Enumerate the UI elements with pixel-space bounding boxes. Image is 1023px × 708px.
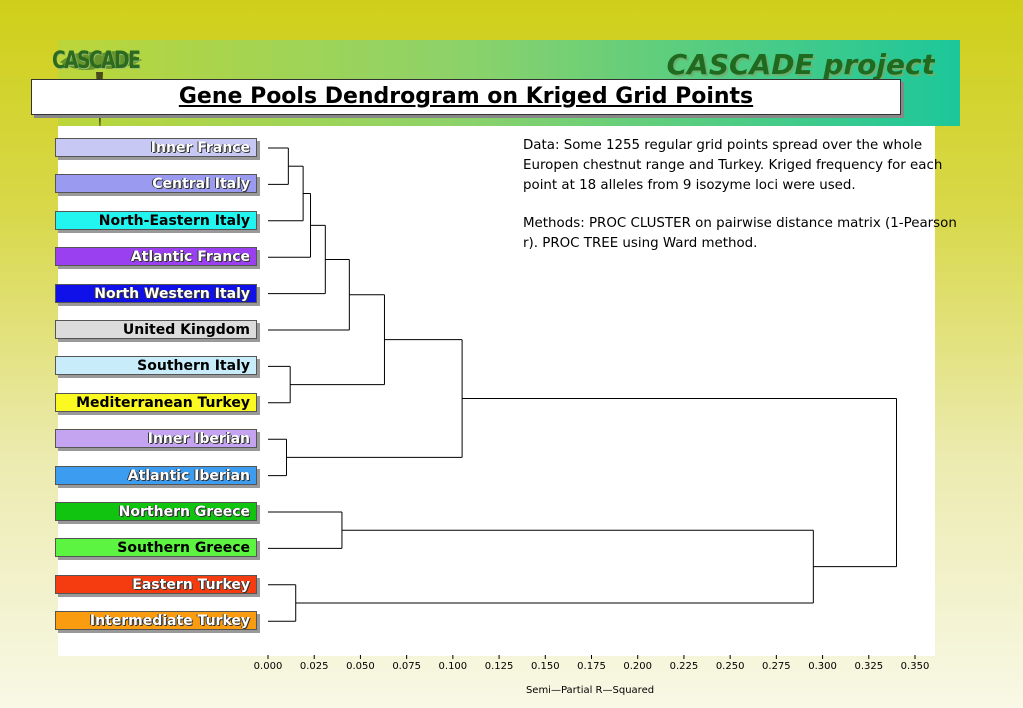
leaf-north-eastern-italy: North-Eastern Italy xyxy=(55,210,257,230)
leaf-united-kingdom: United Kingdom xyxy=(55,320,257,339)
leaf-eastern-turkey: Eastern Turkey xyxy=(55,574,257,594)
x-tick-label: 0.325 xyxy=(854,661,883,672)
leaf-central-italy: Central Italy xyxy=(55,174,257,194)
x-axis-title: Semi—Partial R—Squared xyxy=(525,685,655,696)
leaf-intermediate-turkey: Intermediate Turkey xyxy=(55,611,257,631)
info-text: Data: Some 1255 regular grid points spre… xyxy=(523,136,968,272)
x-tick-label: 0.100 xyxy=(439,661,468,672)
leaf-inner-france: Inner France xyxy=(55,138,257,157)
x-tick-label: 0.300 xyxy=(808,661,837,672)
x-tick-label: 0.150 xyxy=(531,661,560,672)
x-tick-label: 0.275 xyxy=(762,661,791,672)
leaf-north-western-italy: North Western Italy xyxy=(55,283,257,303)
x-tick-label: 0.075 xyxy=(392,661,421,672)
slide-title-text: Gene Pools Dendrogram on Kriged Grid Poi… xyxy=(178,84,754,109)
x-tick-label: 0.125 xyxy=(485,661,514,672)
leaf-mediterranean-turkey: Mediterranean Turkey xyxy=(55,392,257,412)
leaf-southern-greece: Southern Greece xyxy=(55,538,257,558)
leaf-inner-iberian: Inner Iberian xyxy=(55,429,257,449)
slide-title: Gene Pools Dendrogram on Kriged Grid Poi… xyxy=(31,79,901,115)
x-tick-label: 0.225 xyxy=(670,661,699,672)
methods-description: Methods: PROC CLUSTER on pairwise distan… xyxy=(523,216,957,251)
data-description: Data: Some 1255 regular grid points spre… xyxy=(523,138,943,193)
project-title: CASCADE project xyxy=(666,48,935,80)
leaf-atlantic-france: Atlantic France xyxy=(55,247,257,267)
x-tick-label: 0.350 xyxy=(901,661,930,672)
x-tick-label: 0.250 xyxy=(716,661,745,672)
x-tick-label: 0.200 xyxy=(623,661,652,672)
leaf-northern-greece: Northern Greece xyxy=(55,502,257,521)
x-tick-label: 0.025 xyxy=(300,661,329,672)
x-tick-label: 0.175 xyxy=(577,661,606,672)
leaf-atlantic-iberian: Atlantic Iberian xyxy=(55,465,257,485)
x-tick-label: 0.000 xyxy=(254,661,283,672)
leaf-southern-italy: Southern Italy xyxy=(55,356,257,376)
x-tick-label: 0.050 xyxy=(346,661,375,672)
logo-text: CASCADE xyxy=(52,46,141,74)
